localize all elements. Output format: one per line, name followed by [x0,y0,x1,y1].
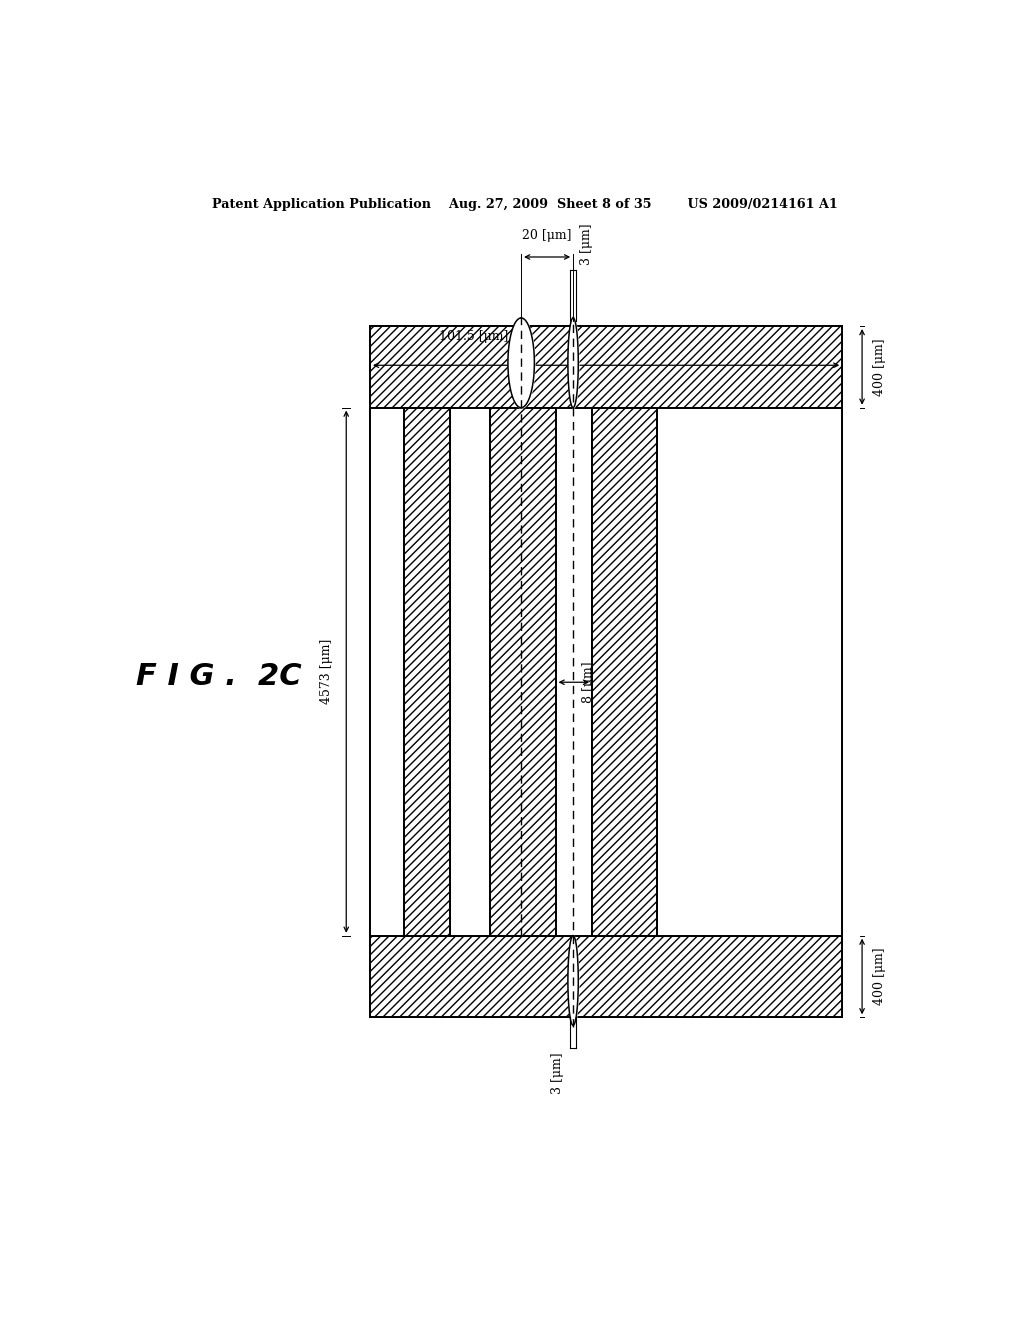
Text: 10 [μm]: 10 [μm] [532,479,546,529]
Bar [370,326,842,1018]
Bar [490,408,556,936]
Text: Patent Application Publication    Aug. 27, 2009  Sheet 8 of 35        US 2009/02: Patent Application Publication Aug. 27, … [212,198,838,211]
Text: 3 [μm]: 3 [μm] [551,1053,564,1094]
Bar [404,408,451,936]
Text: ~10 [μm]: ~10 [μm] [618,723,631,783]
Bar [370,326,842,408]
Bar [370,936,842,1018]
Bar [592,408,657,936]
Text: 101.5 [μm]: 101.5 [μm] [439,330,509,343]
Text: 15 [μm]: 15 [μm] [421,591,434,640]
Text: 8 [μm]: 8 [μm] [582,661,595,704]
Text: 3 [μm]: 3 [μm] [580,223,593,265]
Text: 20 [μm]: 20 [μm] [522,228,571,242]
Text: 4573 [μm]: 4573 [μm] [319,639,333,705]
Text: 400 [μm]: 400 [μm] [873,948,886,1006]
Bar [370,408,842,936]
Text: 400 [μm]: 400 [μm] [873,338,886,396]
Text: F I G .  2C: F I G . 2C [136,663,302,692]
